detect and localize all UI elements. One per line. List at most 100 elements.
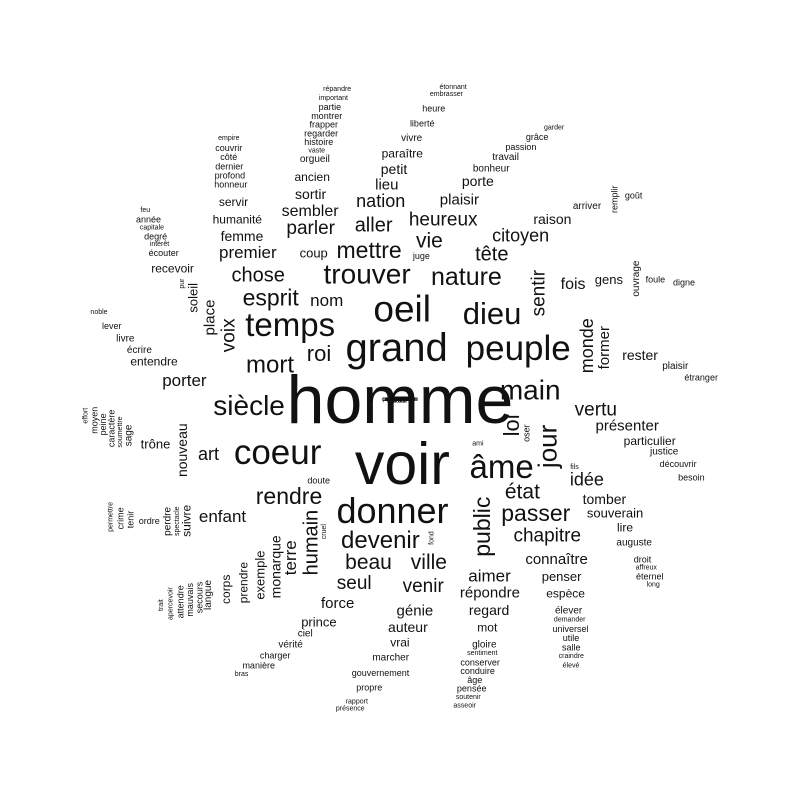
word-table: table <box>393 397 407 403</box>
word-payer: payer <box>392 397 407 403</box>
word-éternel: éternel <box>636 571 664 581</box>
word-montrer: montrer <box>311 111 342 121</box>
word-rapport: rapport <box>346 699 368 706</box>
word-vertueux: vertueux <box>388 397 411 403</box>
word-écouter: écouter <box>149 248 179 258</box>
word-offrir: offrir <box>394 397 406 403</box>
word-craindre: craindre <box>559 653 584 660</box>
word-nation: nation <box>356 191 405 211</box>
word-trait: trait <box>158 599 165 611</box>
word-vertu: vertu <box>575 400 617 421</box>
word-venir: venir <box>403 576 445 597</box>
word-terre: terre <box>281 540 300 575</box>
word-connaître: connaître <box>525 551 588 568</box>
word-aller: aller <box>355 214 393 236</box>
word-froid: froid <box>394 397 406 403</box>
word-éloigner: éloigner <box>389 397 410 403</box>
word-coupable: coupable <box>388 397 413 403</box>
word-environner: environner <box>386 397 414 403</box>
word-voix: voix <box>218 318 239 352</box>
word-parler: parler <box>286 218 335 239</box>
word-monter: monter <box>391 397 410 403</box>
word-esclave: esclave <box>390 397 411 403</box>
word-secret: secret <box>392 397 409 403</box>
word-écrire: écrire <box>392 397 408 403</box>
word-profond: profond <box>215 171 246 181</box>
word-brûler: brûler <box>392 397 407 403</box>
word-misérable: misérable <box>387 397 414 403</box>
word-particulier: particulier <box>624 434 676 448</box>
word-élevé: élevé <box>563 663 580 670</box>
word-droit: droit <box>634 554 652 564</box>
word-conserver: conserver <box>460 657 500 667</box>
word-sacré: sacré <box>393 397 408 403</box>
word-côté: côté <box>220 152 237 162</box>
word-spectacle: spectacle <box>174 506 181 536</box>
word-remplir: remplir <box>610 185 620 213</box>
word-amour: amour <box>391 397 408 403</box>
word-plaisir: plaisir <box>440 191 479 208</box>
word-gens: gens <box>595 272 624 287</box>
word-ministre: ministre <box>389 397 411 403</box>
word-tour: tour <box>395 397 405 403</box>
word-exemple: exemple <box>252 551 267 600</box>
word-petit: petit <box>381 161 408 177</box>
word-honneur: honneur <box>214 180 247 190</box>
word-étonnant: étonnant <box>439 84 466 91</box>
word-suivre: suivre <box>180 504 194 536</box>
word-charger: charger <box>260 651 291 661</box>
word-goût: goût <box>625 191 643 201</box>
word-regarder: regarder <box>304 128 338 138</box>
word-peindre: peindre <box>390 397 411 403</box>
word-ensemble: ensemble <box>387 397 414 403</box>
word-nombre: nombre <box>390 397 411 403</box>
word-livre: livre <box>116 333 135 344</box>
word-fleuve: fleuve <box>392 397 409 403</box>
word-aimer: aimer <box>468 566 511 585</box>
word-écrivain: écrivain <box>390 397 411 403</box>
word-faible: faible <box>393 397 408 403</box>
word-frapper: frapper <box>310 120 339 130</box>
word-présence: présence <box>336 705 365 712</box>
word-plutôt: plutôt <box>393 397 408 403</box>
word-nom: nom <box>310 291 343 310</box>
word-garder: garder <box>544 124 565 131</box>
word-dangereux: dangereux <box>386 397 414 403</box>
word-adorer: adorer <box>391 397 408 403</box>
word-soleil: soleil <box>185 283 200 313</box>
word-fils: fils <box>570 464 579 471</box>
word-effet: effet <box>394 397 406 403</box>
word-partie: partie <box>319 102 342 112</box>
word-public: public <box>469 497 495 557</box>
word-animal: animal <box>391 397 409 403</box>
word-mériter: mériter <box>391 397 410 403</box>
word-marcher: marcher <box>372 652 409 663</box>
word-vivre: vivre <box>401 133 423 144</box>
word-passer: passer <box>501 500 570 526</box>
word-répandre: répandre <box>323 86 351 93</box>
word-malheureux: malheureux <box>384 397 415 403</box>
word-entier: entier <box>392 397 407 403</box>
word-cause: cause <box>392 397 409 403</box>
word-rester: rester <box>622 347 658 363</box>
word-année: année <box>136 214 161 224</box>
word-embrasser: embrasser <box>430 91 464 98</box>
word-oser: oser <box>521 424 531 442</box>
word-sentiment: sentiment <box>467 650 497 657</box>
word-élever: élever <box>555 606 583 617</box>
word-roi: roi <box>307 341 331 366</box>
word-moment: moment <box>389 397 411 403</box>
word-sorte: sorte <box>393 397 407 403</box>
word-physique: physique <box>388 397 413 403</box>
word-précieux: précieux <box>389 397 412 403</box>
word-frère: frère <box>394 397 407 403</box>
word-arrêter: arrêter <box>391 397 409 403</box>
word-chapitre: chapitre <box>513 525 581 546</box>
word-important: important <box>319 95 348 102</box>
word-enfant: enfant <box>199 507 247 526</box>
word-oeil: oeil <box>373 288 431 329</box>
word-empire: empire <box>218 135 240 142</box>
word-moyen: moyen <box>90 407 100 434</box>
word-servir: servir <box>219 195 248 209</box>
word-répondre: répondre <box>460 584 520 601</box>
